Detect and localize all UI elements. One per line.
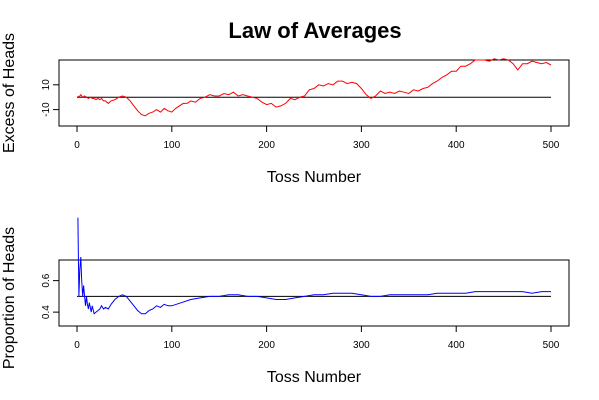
x-axis-top: 0 100 200 300 400 500	[74, 126, 560, 151]
x-tick-label: 100	[163, 140, 180, 151]
x-axis-title-top: Toss Number	[267, 169, 362, 186]
y-tick-label: 10	[41, 79, 52, 91]
x-axis-title-bottom: Toss Number	[267, 369, 362, 386]
y-tick-label: 0.6	[41, 273, 52, 287]
x-tick-label: 400	[448, 140, 465, 151]
y-tick-label: 0.4	[41, 305, 52, 319]
x-tick-label: 500	[543, 340, 560, 351]
x-axis-bottom: 0 100 200 300 400 500	[74, 326, 560, 351]
x-tick-label: 300	[353, 340, 370, 351]
x-tick-label: 0	[74, 340, 80, 351]
x-tick-label: 300	[353, 140, 370, 151]
x-tick-label: 200	[258, 340, 275, 351]
x-tick-label: 500	[543, 140, 560, 151]
chart-title: Law of Averages	[228, 18, 401, 43]
excess-heads-panel: 0 100 200 300 400 500 -10 10 Toss Number Exces…	[1, 33, 570, 186]
plot-frame-bottom	[58, 259, 570, 327]
x-tick-label: 0	[74, 140, 80, 151]
y-axis-bottom: 0.4 0.6	[41, 273, 59, 319]
y-tick-label: -10	[41, 102, 52, 117]
y-axis-title-bottom: Proportion of Heads	[1, 227, 18, 369]
excess-heads-line	[77, 58, 552, 117]
proportion-heads-line	[77, 217, 551, 315]
y-axis-title-top: Excess of Heads	[1, 33, 18, 153]
x-tick-label: 200	[258, 140, 275, 151]
plot-frame-top	[58, 59, 570, 127]
x-tick-label: 400	[448, 340, 465, 351]
x-tick-label: 100	[163, 340, 180, 351]
y-axis-top: -10 10	[41, 79, 59, 117]
proportion-heads-panel: 0 100 200 300 400 500 0.4 0.6 Toss Number Prop…	[1, 217, 570, 386]
